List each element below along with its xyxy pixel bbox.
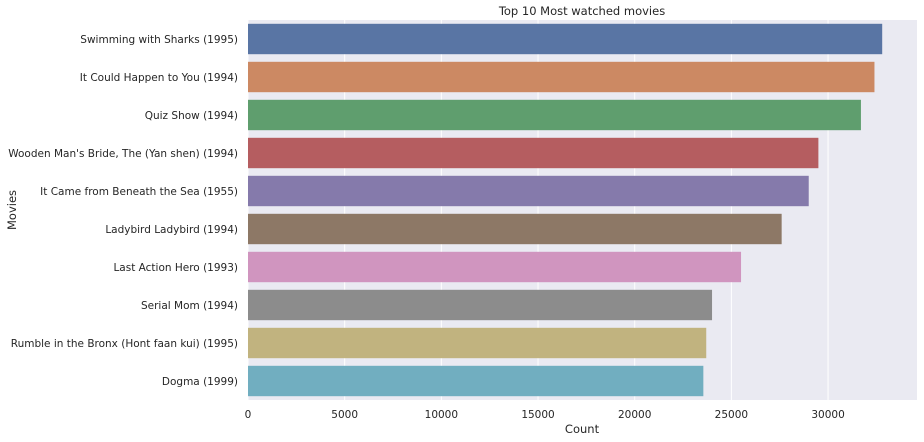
y-axis-label: Movies [5,190,19,230]
bar [248,251,742,283]
bar [248,365,704,397]
x-tick-labels: 0 5000 10000 15000 20000 25000 30000 [245,409,845,421]
bar [248,137,819,169]
bar [248,213,782,245]
x-tick-label: 30000 [811,409,844,421]
y-tick-label: Quiz Show (1994) [145,110,238,122]
bar [248,175,809,207]
bar [248,99,861,131]
y-tick-label: Serial Mom (1994) [141,300,238,312]
bar [248,289,713,321]
y-tick-labels: Swimming with Sharks (1995) It Could Happ… [8,34,238,388]
chart-title: Top 10 Most watched movies [498,4,665,18]
bar [248,61,875,93]
bars [248,23,883,397]
y-tick-label: Rumble in the Bronx (Hont faan kui) (199… [11,338,238,350]
x-tick-label: 5000 [331,409,358,421]
y-tick-label: Wooden Man's Bride, The (Yan shen) (1994… [8,148,238,160]
y-tick-label: It Could Happen to You (1994) [80,72,238,84]
x-tick-label: 25000 [715,409,748,421]
y-tick-label: Ladybird Ladybird (1994) [105,224,238,236]
x-tick-label: 0 [245,409,252,421]
x-tick-label: 10000 [425,409,458,421]
y-tick-label: Swimming with Sharks (1995) [80,34,238,46]
y-tick-label: It Came from Beneath the Sea (1955) [40,186,238,198]
y-tick-label: Dogma (1999) [162,376,238,388]
bar [248,23,883,55]
y-tick-label: Last Action Hero (1993) [113,262,238,274]
x-tick-label: 20000 [618,409,651,421]
bar [248,327,707,359]
x-tick-label: 15000 [521,409,554,421]
x-axis-label: Count [565,422,600,436]
